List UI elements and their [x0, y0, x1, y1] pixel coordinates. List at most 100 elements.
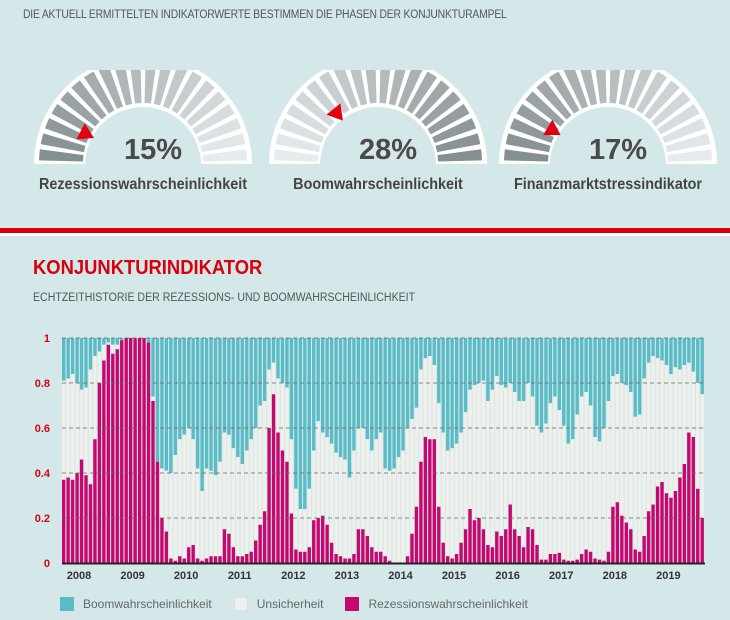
bar-recession	[499, 536, 503, 563]
gauge-segment	[286, 103, 329, 135]
gauge-segment	[40, 133, 86, 153]
y-tick-label: 0	[44, 558, 50, 570]
y-tick-label: 0.8	[35, 378, 50, 390]
bar-uncertainty	[191, 439, 195, 545]
bar-boom	[696, 338, 700, 383]
bar-recession	[646, 511, 651, 563]
bar-boom	[254, 338, 258, 428]
bar-uncertainty	[512, 392, 517, 530]
bar-uncertainty	[316, 421, 320, 518]
bar-recession	[700, 518, 704, 563]
gauge-segment	[192, 103, 235, 135]
bar-uncertainty	[615, 374, 620, 503]
bar-uncertainty	[111, 344, 115, 354]
gauge-value: 17%	[588, 134, 648, 166]
bar-uncertainty	[70, 374, 75, 480]
bar-boom	[218, 338, 222, 462]
bar-recession	[454, 554, 459, 563]
bar-recession	[195, 558, 200, 563]
gauge-segment	[437, 149, 482, 162]
bar-recession	[79, 459, 84, 563]
bar-recession	[414, 506, 419, 563]
bar-recession	[379, 551, 383, 563]
bar-uncertainty	[258, 405, 262, 525]
bar-uncertainty	[106, 342, 111, 345]
bar-uncertainty	[303, 509, 307, 552]
gauge-segment	[397, 70, 423, 109]
bar-uncertainty	[477, 383, 481, 518]
bar-recession	[106, 344, 111, 563]
bar-recession	[544, 559, 548, 563]
bar-recession	[517, 536, 521, 563]
bar-boom	[539, 338, 544, 433]
bar-uncertainty	[289, 439, 294, 514]
gauge-value: 15%	[123, 134, 183, 166]
bar-recession	[450, 558, 454, 563]
legend-swatch	[233, 597, 248, 611]
bar-boom	[155, 338, 160, 462]
bar-boom	[111, 338, 115, 345]
bar-recession	[481, 529, 486, 563]
x-tick-label: 2017	[549, 570, 573, 582]
bar-recession	[155, 461, 160, 563]
gauge-segment	[504, 149, 549, 162]
bar-uncertainty	[271, 362, 276, 395]
bar-uncertainty	[236, 457, 240, 557]
bar-recession	[213, 556, 218, 563]
bar-boom	[481, 338, 486, 381]
gauge-segment	[536, 80, 572, 120]
bar-boom	[651, 338, 655, 356]
bar-boom	[298, 338, 303, 509]
bar-uncertainty	[642, 378, 646, 536]
y-tick-label: 1	[44, 333, 50, 345]
gauge-boom: 28% Boomwahrscheinlichkeit	[258, 70, 498, 205]
bar-uncertainty	[566, 443, 570, 561]
gauge-segment	[186, 91, 226, 127]
bar-recession	[316, 518, 320, 563]
bar-recession	[347, 558, 352, 563]
bar-boom	[504, 338, 508, 388]
bar-boom	[387, 338, 392, 471]
gauge-segment	[609, 70, 621, 104]
bar-recession	[638, 551, 642, 563]
bar-recession	[441, 542, 445, 563]
bar-boom	[120, 338, 124, 341]
gauge-segment	[667, 149, 712, 162]
bar-uncertainty	[280, 383, 285, 451]
gauge-financial-stress: 17% Finanzmarktstressindikator	[488, 70, 728, 205]
bar-uncertainty	[441, 432, 445, 543]
bar-uncertainty	[325, 437, 329, 525]
bar-recession	[405, 556, 410, 563]
bar-boom	[97, 338, 102, 352]
gauge-segment	[318, 71, 350, 114]
bar-uncertainty	[356, 428, 361, 530]
bar-boom	[678, 338, 682, 370]
gauge-segment	[162, 70, 188, 109]
gauge-segment	[563, 70, 589, 109]
bar-recession	[245, 554, 249, 563]
bar-uncertainty	[571, 439, 575, 561]
bar-boom	[615, 338, 620, 374]
bar-boom	[93, 338, 97, 356]
bar-uncertainty	[285, 387, 289, 462]
bar-uncertainty	[294, 488, 298, 550]
bar-boom	[289, 338, 294, 440]
bar-uncertainty	[164, 470, 169, 532]
bar-recession	[620, 515, 624, 563]
y-tick-label: 0.6	[35, 423, 50, 435]
bar-boom	[472, 338, 477, 386]
bar-recession	[553, 554, 557, 563]
bar-uncertainty	[504, 387, 508, 530]
bar-recession	[383, 556, 387, 563]
gauge-segment	[662, 118, 707, 144]
bar-boom	[213, 338, 218, 476]
bar-uncertainty	[655, 358, 660, 487]
bar-uncertainty	[62, 380, 66, 480]
bar-recession	[504, 529, 508, 563]
bar-uncertainty	[195, 468, 200, 559]
bar-uncertainty	[651, 356, 655, 505]
bar-recession	[178, 556, 182, 563]
bar-uncertainty	[187, 428, 191, 548]
bar-recession	[187, 547, 191, 563]
bar-uncertainty	[240, 464, 244, 557]
